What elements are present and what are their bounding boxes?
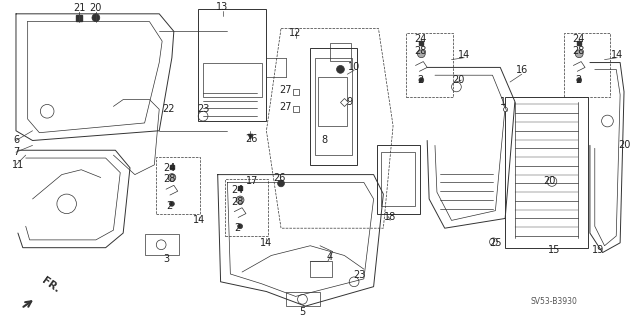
Bar xyxy=(310,48,357,165)
Bar xyxy=(145,234,179,256)
Text: 13: 13 xyxy=(216,2,228,12)
Bar xyxy=(225,180,268,236)
Text: 11: 11 xyxy=(12,160,24,170)
Text: 25: 25 xyxy=(489,238,502,248)
Text: 20: 20 xyxy=(543,176,555,186)
Text: 14: 14 xyxy=(260,238,273,248)
Text: 21: 21 xyxy=(73,3,86,13)
Text: 24: 24 xyxy=(163,163,175,173)
Text: 14: 14 xyxy=(193,215,205,226)
Bar xyxy=(330,43,351,61)
Bar xyxy=(156,157,200,214)
Bar xyxy=(203,63,262,97)
Circle shape xyxy=(419,78,424,83)
Text: 18: 18 xyxy=(384,211,396,221)
Text: 28: 28 xyxy=(572,46,584,56)
Bar xyxy=(310,261,332,277)
Text: 1: 1 xyxy=(500,97,506,107)
Text: 22: 22 xyxy=(163,104,175,114)
Text: 14: 14 xyxy=(458,50,470,60)
Text: 5: 5 xyxy=(300,307,305,317)
Text: 12: 12 xyxy=(289,28,302,38)
Text: SV53-B3930: SV53-B3930 xyxy=(531,297,577,306)
Text: 2: 2 xyxy=(417,75,424,85)
Text: 28: 28 xyxy=(414,46,426,56)
Text: 2: 2 xyxy=(166,201,172,211)
Bar xyxy=(315,58,352,155)
Text: 19: 19 xyxy=(591,245,604,255)
Circle shape xyxy=(337,65,344,73)
Circle shape xyxy=(237,224,243,229)
Text: 27: 27 xyxy=(280,102,292,112)
Text: 2: 2 xyxy=(575,75,581,85)
Circle shape xyxy=(92,14,100,22)
Text: 28: 28 xyxy=(163,174,175,184)
Text: 8: 8 xyxy=(322,136,328,145)
Bar xyxy=(318,77,348,126)
Text: 7: 7 xyxy=(13,147,19,157)
Text: 14: 14 xyxy=(611,50,623,60)
Bar xyxy=(286,292,320,306)
Bar xyxy=(406,33,452,97)
Text: 26: 26 xyxy=(246,134,258,144)
Bar xyxy=(376,145,420,214)
Text: 27: 27 xyxy=(280,85,292,95)
Circle shape xyxy=(417,50,425,58)
Text: 20: 20 xyxy=(90,3,102,13)
Text: 16: 16 xyxy=(516,65,528,75)
Text: 3: 3 xyxy=(163,254,169,264)
Bar xyxy=(564,33,611,97)
Bar xyxy=(505,97,588,248)
Text: 15: 15 xyxy=(548,245,560,255)
Text: 24: 24 xyxy=(572,34,584,44)
Circle shape xyxy=(168,174,176,182)
Text: 23: 23 xyxy=(353,270,365,280)
Text: 17: 17 xyxy=(246,176,258,186)
Text: 2: 2 xyxy=(234,223,240,233)
Circle shape xyxy=(577,78,582,83)
Bar xyxy=(198,9,266,121)
Text: 4: 4 xyxy=(326,252,333,263)
Circle shape xyxy=(575,50,583,58)
Circle shape xyxy=(278,180,284,187)
Text: 23: 23 xyxy=(197,104,209,114)
Text: FR.: FR. xyxy=(40,275,61,294)
Text: 20: 20 xyxy=(618,140,630,150)
Text: 9: 9 xyxy=(346,97,352,107)
Circle shape xyxy=(170,201,174,206)
Text: 24: 24 xyxy=(231,185,243,195)
Text: 20: 20 xyxy=(452,75,465,85)
Text: 26: 26 xyxy=(273,173,285,182)
Text: 28: 28 xyxy=(231,197,243,207)
Bar xyxy=(381,152,415,206)
Text: 10: 10 xyxy=(348,63,360,72)
Text: 6: 6 xyxy=(13,136,19,145)
Circle shape xyxy=(236,196,244,204)
Text: 24: 24 xyxy=(414,34,426,44)
